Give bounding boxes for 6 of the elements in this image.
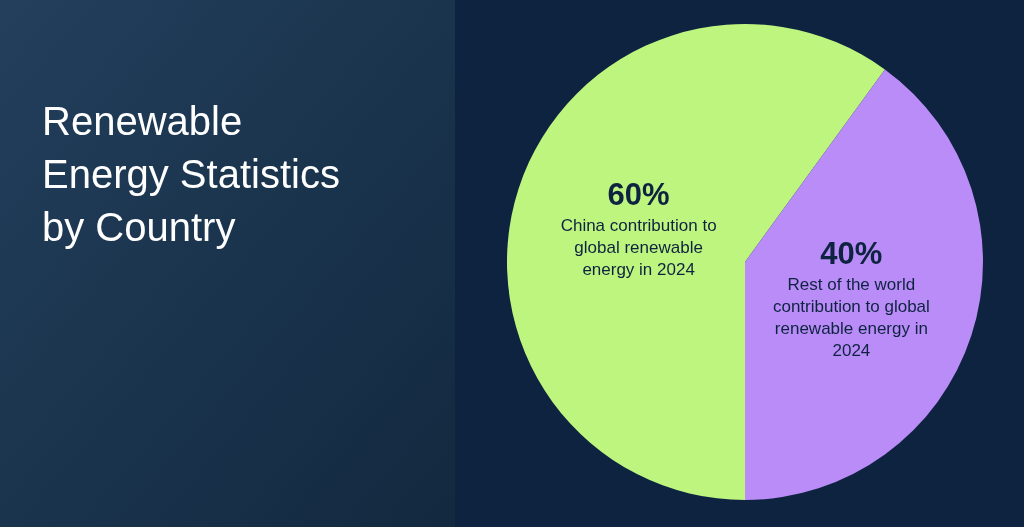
data-label: 40% <box>820 235 883 271</box>
data-label: 60% <box>607 177 670 213</box>
slice-label: Rest of the world contribution to global renewable energy in 2024 <box>772 274 930 360</box>
text: Renewable Energy Statistics by Country <box>42 99 340 249</box>
slice-label: China contribution to global renewable energy in 2024 <box>560 216 717 280</box>
pie-slice <box>745 69 983 500</box>
